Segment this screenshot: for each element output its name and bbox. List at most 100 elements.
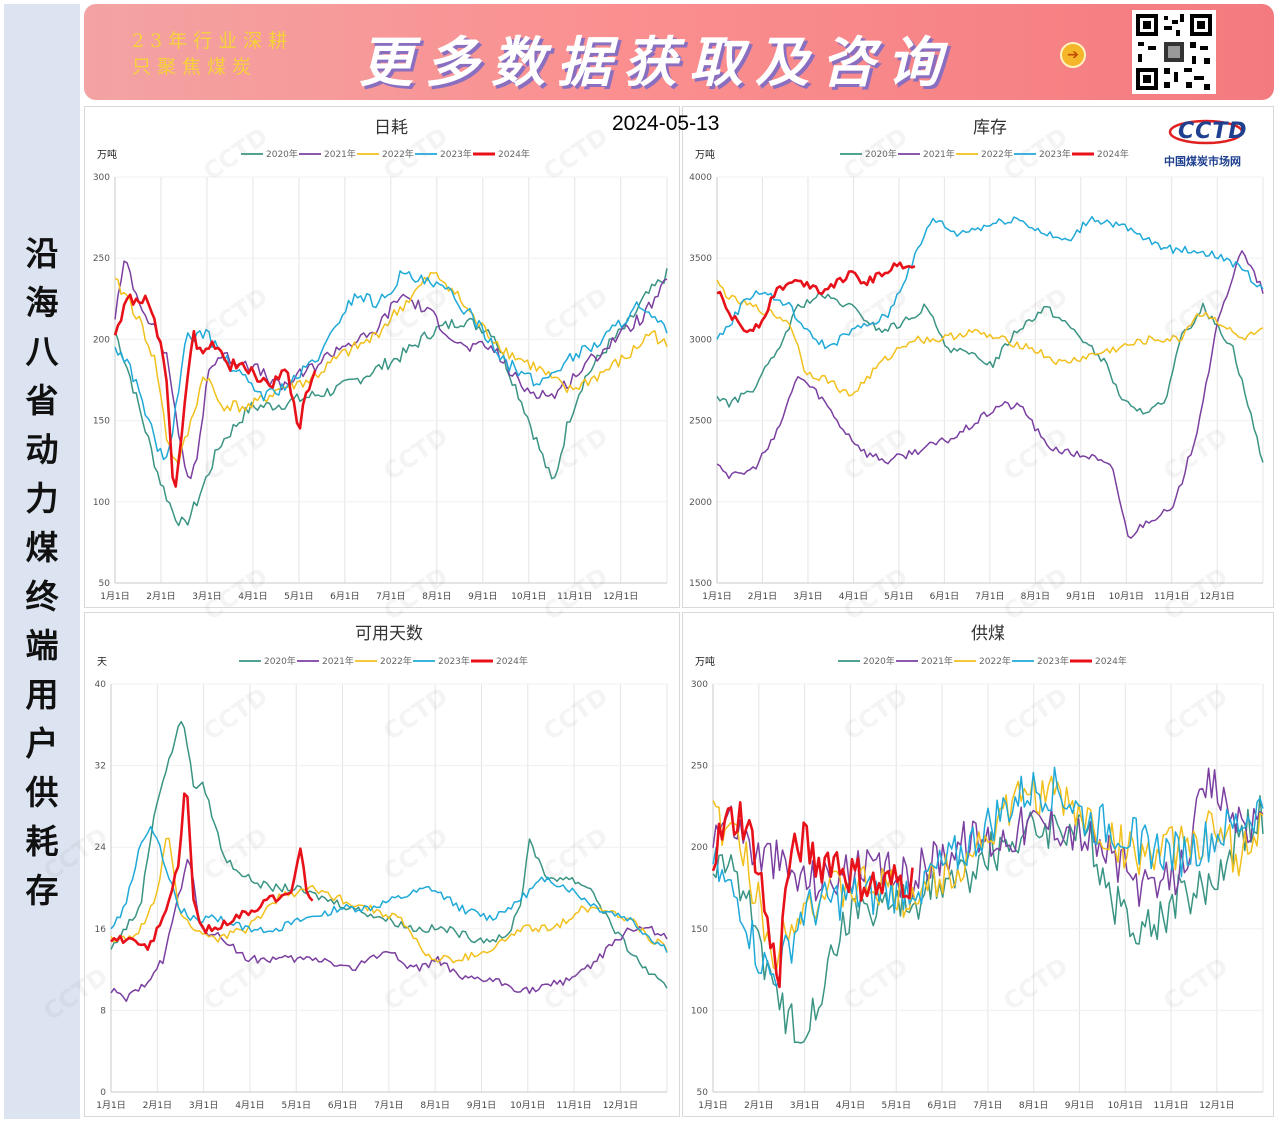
x-tick-label: 6月1日 [330,591,359,602]
left-title: 沿海八省动力煤终端用户供耗存 [4,229,80,915]
x-tick-label: 5月1日 [282,1100,311,1111]
x-tick-label: 7月1日 [376,591,405,602]
legend-label: 2023年 [1039,148,1071,160]
series-line-2021 [716,250,1264,539]
y-tick-label: 150 [691,925,708,935]
series-line-2021 [712,767,1264,907]
legend-label: 2020年 [264,655,296,667]
x-tick-label: 8月1日 [1019,1100,1048,1111]
y-axis-unit: 万吨 [695,148,715,161]
x-tick-label: 9月1日 [1066,591,1095,602]
x-tick-label: 4月1日 [238,591,267,602]
y-tick-label: 100 [691,1006,708,1016]
x-tick-label: 1月1日 [100,591,129,602]
chart-title: 日耗 [374,118,408,138]
left-title-char: 沿 [25,234,59,273]
legend-label: 2020年 [863,655,895,667]
x-tick-label: 9月1日 [468,591,497,602]
left-title-char: 存 [25,871,59,910]
left-title-char: 端 [25,626,59,665]
qr-code-icon [1132,10,1216,94]
x-tick-label: 2月1日 [748,591,777,602]
left-title-char: 动 [25,430,59,469]
y-tick-label: 200 [691,843,708,853]
y-tick-label: 3000 [689,335,712,345]
x-tick-label: 7月1日 [973,1100,1002,1111]
y-tick-label: 250 [691,762,708,772]
x-tick-label: 7月1日 [975,591,1004,602]
y-tick-label: 150 [93,417,110,427]
y-tick-label: 0 [100,1088,106,1098]
x-tick-label: 4月1日 [235,1100,264,1111]
x-tick-label: 1月1日 [702,591,731,602]
x-tick-label: 12月1日 [603,1100,638,1111]
x-tick-label: 4月1日 [839,591,868,602]
legend-label: 2021年 [324,148,356,160]
x-tick-label: 8月1日 [422,591,451,602]
series-line-2024 [110,792,314,952]
series-line-2022 [114,271,668,466]
x-tick-label: 2月1日 [744,1100,773,1111]
y-tick-label: 3500 [689,254,712,264]
x-tick-label: 6月1日 [927,1100,956,1111]
series-line-2024 [716,261,916,334]
x-tick-label: 9月1日 [1065,1100,1094,1111]
legend-label: 2020年 [266,148,298,160]
legend-label: 2022年 [382,148,414,160]
x-tick-label: 10月1日 [1109,591,1144,602]
left-title-char: 海 [25,283,59,322]
chart-panel-supply: 供煤 万吨 2020年 2021年 2022年 2023年 2024年 1月1日 2月1日 3月1… [682,612,1274,1117]
legend-label: 2021年 [322,655,354,667]
x-tick-label: 3月1日 [790,1100,819,1111]
y-tick-label: 32 [95,762,106,772]
x-tick-label: 12月1日 [1200,591,1235,602]
y-tick-label: 1500 [689,579,712,589]
legend-label: 2023年 [440,148,472,160]
x-tick-label: 11月1日 [556,1100,591,1111]
banner-slogan: 23年行业深耕 只聚焦煤炭 [132,28,312,80]
promo-banner[interactable]: 23年行业深耕 只聚焦煤炭 更多数据获取及咨询 ➔ [84,4,1274,100]
series-line-2024 [711,801,914,989]
legend-label: 2021年 [923,148,955,160]
x-tick-label: 2月1日 [146,591,175,602]
y-tick-label: 8 [100,1006,106,1016]
x-tick-label: 9月1日 [467,1100,496,1111]
y-tick-label: 300 [691,680,708,690]
slogan-line-1: 23年行业深耕 [132,30,294,52]
legend-label: 2022年 [981,148,1013,160]
y-tick-label: 16 [95,925,107,935]
legend-label: 2021年 [921,655,953,667]
chart-panel-daily-consumption: 日耗 万吨 2020年 2021年 2022年 2023年 2024年 1月1日 2月1日 3月1… [84,106,680,608]
series-line-2023 [712,766,1264,988]
x-tick-label: 8月1日 [1021,591,1050,602]
y-tick-label: 200 [93,335,110,345]
x-tick-label: 3月1日 [189,1100,218,1111]
series-line-2020 [712,794,1264,1044]
x-tick-label: 8月1日 [420,1100,449,1111]
slogan-line-2: 只聚焦煤炭 [132,56,258,78]
y-tick-label: 250 [93,254,110,264]
legend-label: 2020年 [865,148,897,160]
x-tick-label: 5月1日 [884,591,913,602]
x-tick-label: 12月1日 [603,591,638,602]
legend-label: 2023年 [1037,655,1069,667]
logo-subtitle: 中国煤炭市场网 [1164,155,1241,168]
x-tick-label: 3月1日 [793,591,822,602]
x-tick-label: 11月1日 [557,591,592,602]
x-tick-label: 3月1日 [192,591,221,602]
x-tick-label: 1月1日 [96,1100,125,1111]
arrow-right-icon[interactable]: ➔ [1060,42,1086,68]
y-tick-label: 4000 [689,173,712,183]
x-tick-label: 6月1日 [930,591,959,602]
left-title-bar: 沿海八省动力煤终端用户供耗存 [4,4,80,1119]
chart-title: 可用天数 [355,624,423,644]
series-line-2020 [114,268,668,527]
left-title-char: 终 [25,577,59,616]
x-tick-label: 4月1日 [836,1100,865,1111]
series-line-2020 [716,291,1264,463]
left-title-char: 八 [25,332,59,371]
chart-panel-inventory: 库存 万吨 2020年 2021年 2022年 2023年 2024年 1月1日 2月1日 3月1… [682,106,1274,608]
